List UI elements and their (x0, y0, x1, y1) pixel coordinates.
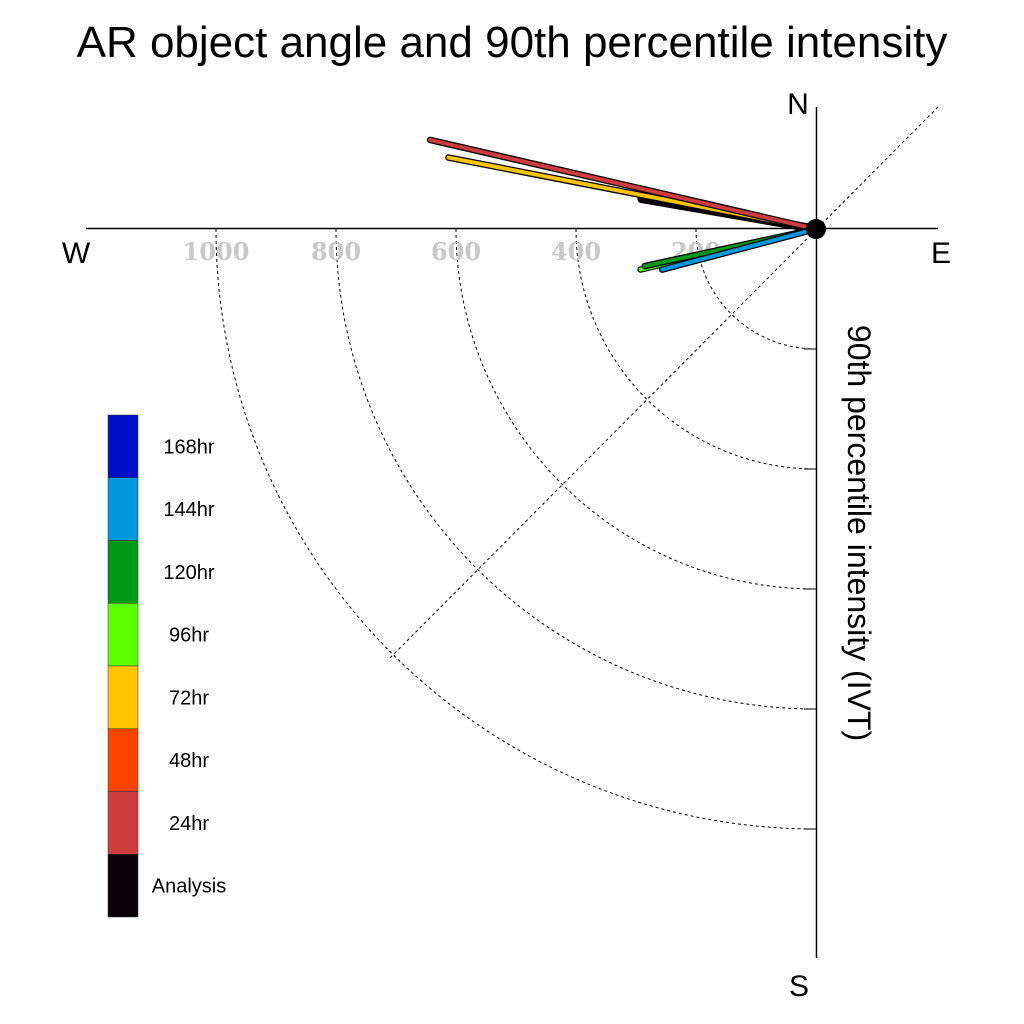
grid-arc-1000 (215, 228, 817, 830)
radial-tick-label-600: 600 (431, 237, 481, 266)
legend-swatch-144hr (107, 477, 139, 541)
legend-swatch-168hr (107, 414, 139, 478)
south-label: S (789, 970, 809, 1003)
legend-label-analysis: Analysis (152, 876, 226, 898)
legend: 168hr 144hr 120hr 96hr 72hr 48hr 24hr Analysis (107, 414, 226, 918)
radial-tick-label-1000: 1000 (183, 237, 250, 266)
legend-swatch-48hr (107, 728, 139, 792)
origin-marker (806, 219, 826, 239)
chart-title: AR object angle and 90th percentile inte… (77, 18, 948, 67)
series-vector-line (660, 227, 818, 272)
series-vector-line (428, 137, 818, 231)
series-vector-144hr (659, 225, 820, 273)
grid-arc-600 (455, 228, 817, 590)
grid-arc-400 (575, 228, 817, 470)
legend-label-144hr: 144hr (163, 499, 214, 521)
legend-swatch-24hr (107, 791, 139, 855)
grid-arc-800 (335, 228, 817, 710)
vector-series (426, 136, 821, 273)
diagonal-reference-line (387, 106, 939, 661)
legend-label-48hr: 48hr (169, 750, 209, 772)
legend-label-72hr: 72hr (169, 687, 209, 709)
legend-label-96hr: 96hr (169, 625, 209, 647)
legend-swatch-96hr (107, 603, 139, 667)
legend-label-120hr: 120hr (163, 562, 214, 584)
intensity-axis-label: 90th percentile intensity (IVT) (841, 325, 877, 741)
grid (215, 228, 817, 830)
series-vector-24hr (426, 136, 820, 233)
legend-swatch-120hr (107, 540, 139, 604)
legend-swatch-72hr (107, 665, 139, 729)
radial-tick-label-800: 800 (311, 237, 361, 266)
legend-label-24hr: 24hr (169, 813, 209, 835)
north-label: N (787, 88, 809, 121)
west-label: W (62, 237, 91, 270)
legend-swatch-analysis (107, 854, 139, 918)
east-label: E (931, 237, 951, 270)
radial-tick-label-400: 400 (551, 237, 601, 266)
legend-label-168hr: 168hr (163, 436, 214, 458)
